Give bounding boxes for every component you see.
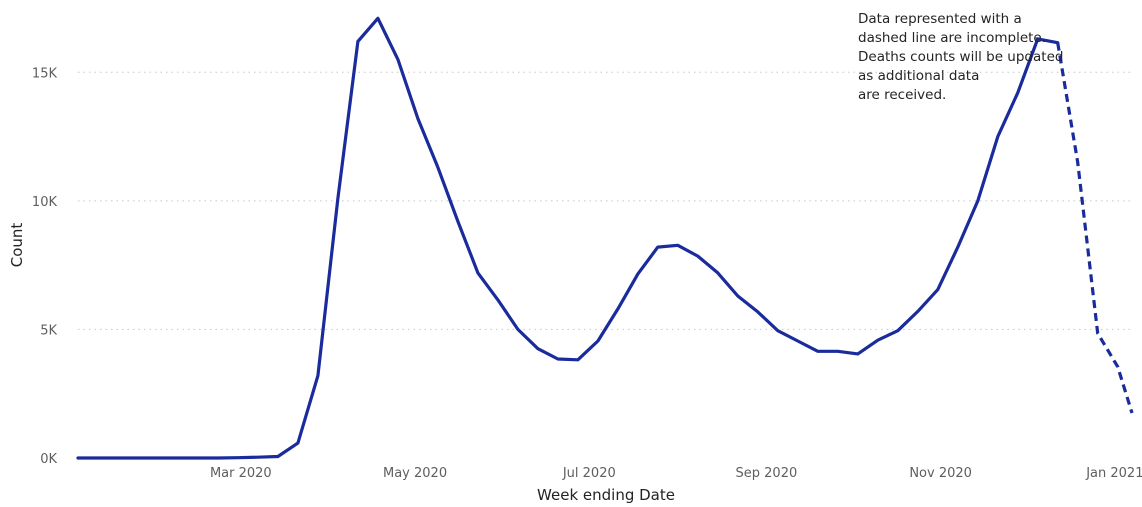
data-point [916, 310, 919, 313]
data-point [956, 246, 959, 249]
y-tick-label: 10K [32, 195, 58, 210]
data-point [176, 456, 179, 459]
x-tick-label: Mar 2020 [210, 466, 272, 481]
annotation-line: dashed line are incomplete. [858, 30, 1046, 46]
data-point [236, 456, 239, 459]
y-tick-label: 5K [40, 323, 57, 338]
data-point [136, 456, 139, 459]
data-point [1016, 91, 1019, 94]
data-point [616, 307, 619, 310]
data-point [396, 58, 399, 61]
data-point [76, 456, 79, 459]
data-point [816, 350, 819, 353]
data-point [516, 328, 519, 331]
data-point [576, 358, 579, 361]
annotation-line: are received. [858, 87, 946, 103]
data-point [156, 456, 159, 459]
data-point [1096, 332, 1099, 335]
data-point [476, 271, 479, 274]
data-point [316, 374, 319, 377]
data-point [196, 456, 199, 459]
data-point [376, 17, 379, 20]
data-point [856, 352, 859, 355]
annotation-line: Deaths counts will be updated [858, 49, 1063, 65]
data-point [116, 456, 119, 459]
data-point [256, 456, 259, 459]
data-point [896, 329, 899, 332]
annotation-line: as additional data [858, 68, 979, 84]
y-axis-ticks: 0K 5K 10K 15K [32, 66, 58, 467]
x-axis-title: Week ending Date [537, 486, 675, 504]
data-point [676, 244, 679, 247]
data-point [1056, 41, 1059, 44]
data-point [656, 246, 659, 249]
data-point [1076, 161, 1079, 164]
data-point [556, 357, 559, 360]
data-point [836, 350, 839, 353]
data-point [636, 273, 639, 276]
y-tick-label: 15K [32, 66, 58, 81]
data-point [456, 220, 459, 223]
incomplete-data-annotation: Data represented with a dashed line are i… [858, 11, 1063, 103]
data-point [336, 197, 339, 200]
gridlines [78, 71, 1132, 330]
data-point [296, 441, 299, 444]
data-point [756, 310, 759, 313]
x-tick-label: Sep 2020 [736, 466, 798, 481]
x-axis-ticks: Mar 2020 May 2020 Jul 2020 Sep 2020 Nov 2020… [210, 466, 1142, 481]
data-point [496, 298, 499, 301]
data-point [696, 255, 699, 258]
data-point [996, 135, 999, 138]
x-tick-label: Jan 2021 [1085, 466, 1142, 481]
data-point [436, 166, 439, 169]
x-tick-label: Jul 2020 [562, 466, 616, 481]
y-axis-title: Count [8, 223, 26, 268]
data-point [276, 455, 279, 458]
data-point [96, 456, 99, 459]
data-point [936, 288, 939, 291]
data-point [976, 199, 979, 202]
series-lines [76, 16, 1134, 460]
y-tick-label: 0K [40, 452, 57, 467]
data-point [1130, 411, 1133, 414]
data-point [356, 40, 359, 43]
data-point [416, 117, 419, 120]
data-point [596, 339, 599, 342]
data-point [716, 271, 719, 274]
annotation-line: Data represented with a [858, 11, 1022, 27]
data-point [216, 456, 219, 459]
data-point [796, 339, 799, 342]
x-tick-label: May 2020 [383, 466, 447, 481]
series-line-complete [76, 16, 1060, 460]
series-line-incomplete [1056, 42, 1134, 414]
data-point [736, 294, 739, 297]
data-point [536, 347, 539, 350]
data-point [1116, 365, 1119, 368]
data-point [876, 339, 879, 342]
x-tick-label: Nov 2020 [909, 466, 972, 481]
data-point [776, 329, 779, 332]
